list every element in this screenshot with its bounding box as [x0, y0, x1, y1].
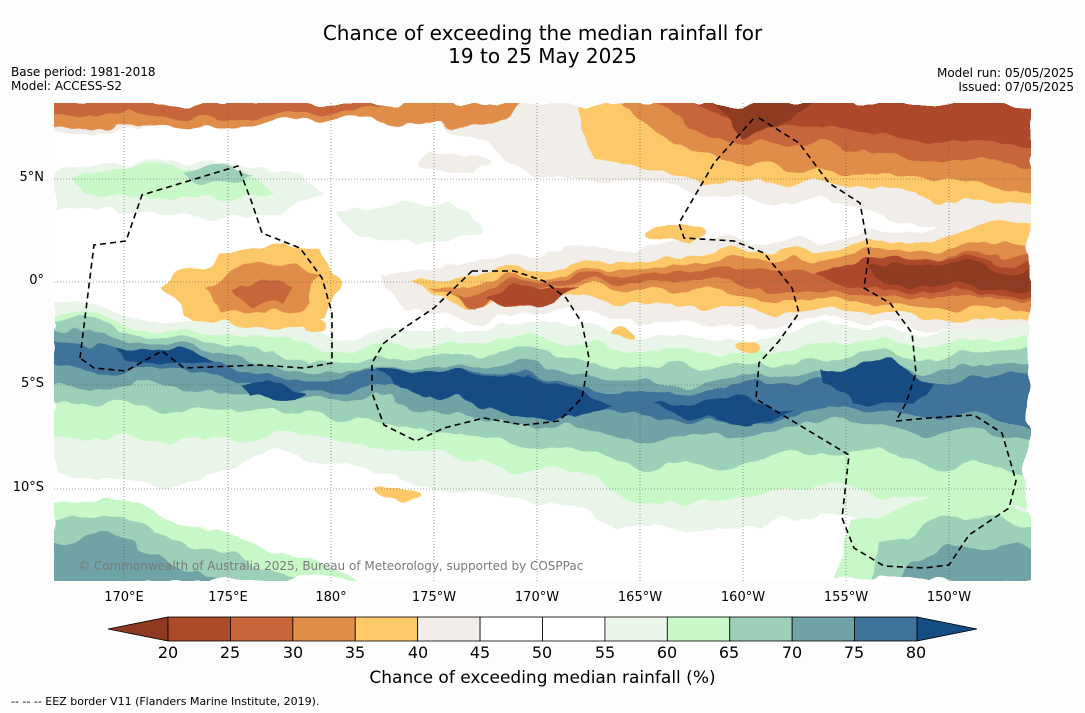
- model-run: Model run: 05/05/2025: [936, 66, 1074, 80]
- colorbar-cell: [854, 616, 918, 642]
- colorbar: [107, 616, 978, 642]
- northern-wet-band: [54, 161, 484, 243]
- map-title: Chance of exceeding the median rainfall …: [0, 22, 1085, 68]
- colorbar-tick-65: 65: [718, 643, 740, 662]
- lat-label-10s: 10°S: [12, 480, 44, 495]
- isolated-patches: [302, 153, 758, 500]
- western-dry-patch: [164, 243, 339, 333]
- colorbar-cell: [542, 616, 606, 642]
- lon-label-170w: 170°W: [514, 590, 560, 605]
- colorbar-tick-40: 40: [407, 643, 429, 662]
- rainfall-map-svg: [54, 103, 1031, 581]
- base-period: Base period: 1981-2018: [11, 65, 156, 79]
- colorbar-tick-35: 35: [344, 643, 366, 662]
- colorbar-cell: [791, 616, 855, 642]
- colorbar-cell: [167, 616, 231, 642]
- colorbar-cell: [230, 616, 294, 642]
- eez-borders: [79, 117, 1017, 569]
- title-line-2: 19 to 25 May 2025: [448, 44, 637, 68]
- colorbar-tick-30: 30: [282, 643, 304, 662]
- colorbar-tick-45: 45: [469, 643, 491, 662]
- colorbar-cell: [417, 616, 481, 642]
- model-name: Model: ACCESS-S2: [11, 79, 123, 93]
- colorbar-tick-25: 25: [219, 643, 241, 662]
- colorbar-cell: [354, 616, 419, 642]
- colorbar-tick-55: 55: [594, 643, 616, 662]
- lon-label-175e: 175°E: [208, 590, 248, 605]
- lon-label-170e: 170°E: [104, 590, 144, 605]
- colorbar-cell: [479, 616, 543, 642]
- colorbar-tick-50: 50: [531, 643, 553, 662]
- colorbar-tick-60: 60: [656, 643, 678, 662]
- colorbar-cell: [604, 616, 668, 642]
- equatorial-dry-band: [384, 203, 1031, 331]
- title-line-1: Chance of exceeding the median rainfall …: [322, 21, 763, 45]
- lon-label-165w: 165°W: [617, 590, 663, 605]
- meta-left: Base period: 1981-2018 Model: ACCESS-S2: [11, 65, 156, 93]
- colorbar-extend-low: [107, 616, 169, 642]
- north-dry-band: [54, 103, 1031, 221]
- colorbar-tick-80: 80: [905, 643, 927, 662]
- colorbar-cell: [666, 616, 731, 642]
- colorbar-tick-20: 20: [157, 643, 179, 662]
- colorbar-tick-75: 75: [843, 643, 865, 662]
- colorbar-cell: [729, 616, 793, 642]
- lon-label-175w: 175°W: [411, 590, 457, 605]
- colorbar-tick-70: 70: [781, 643, 803, 662]
- lat-label-0: 0°: [29, 273, 44, 288]
- rainfall-map: [54, 103, 1031, 581]
- issued-date: Issued: 07/05/2025: [958, 80, 1074, 94]
- lon-label-180: 180°: [315, 590, 347, 605]
- colorbar-cell: [292, 616, 356, 642]
- map-grid: [54, 103, 1031, 581]
- lon-label-155w: 155°W: [823, 590, 869, 605]
- meta-right: Model run: 05/05/2025 Issued: 07/05/2025: [937, 66, 1074, 94]
- southern-wet-band: [54, 303, 1031, 581]
- colorbar-extend-high: [916, 616, 978, 642]
- lon-label-150w: 150°W: [926, 590, 972, 605]
- colorbar-title: Chance of exceeding median rainfall (%): [369, 668, 716, 688]
- copyright-notice: © Commonwealth of Australia 2025, Bureau…: [78, 559, 584, 573]
- lat-label-5n: 5°N: [19, 170, 45, 185]
- lon-label-160w: 160°W: [720, 590, 766, 605]
- lat-label-5s: 5°S: [20, 376, 44, 391]
- eez-footnote: -- -- -- EEZ border V11 (Flanders Marine…: [11, 695, 320, 708]
